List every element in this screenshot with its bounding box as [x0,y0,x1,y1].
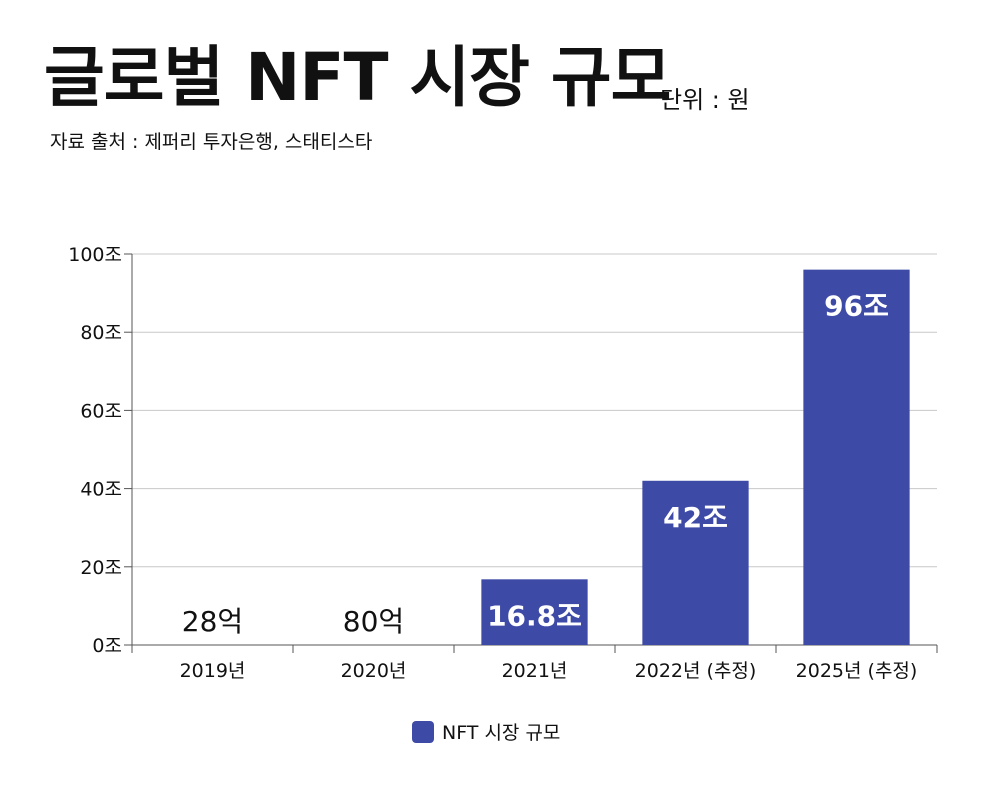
data-label: 28억 [182,605,243,638]
bar [803,269,910,645]
x-tick-label: 2019년 [180,660,246,682]
labels: 0조 20조 40조 60조 80조 100조 2019년 28억 2020년 80억 2021년 1… [68,244,917,682]
x-tick-label: 2022년 (추정) [635,660,757,682]
data-label: 80억 [343,605,404,638]
data-label: 16.8조 [487,599,582,632]
bars [159,269,910,645]
legend: NFT 시장 규모 [412,718,560,745]
legend-label: NFT 시장 규모 [442,722,561,744]
bar [481,579,588,645]
source-label: 자료 출처 : 제퍼리 투자은행, 스태티스타 [50,131,373,153]
y-tick-label: 100조 [68,244,122,266]
y-tick-label: 40조 [80,479,122,501]
legend-swatch [412,720,434,743]
y-tick-label: 80조 [80,322,122,344]
chart-title: 글로벌 NFT 시장 규모 [44,39,671,116]
x-tick-label: 2021년 [502,660,568,682]
bar [642,480,749,645]
x-tick-label: 2025년 (추정) [796,660,918,682]
unit-label: 단위 : 원 [660,86,750,114]
gridlines [132,253,937,568]
y-tick-label: 20조 [80,557,122,579]
data-label: 96조 [824,290,889,323]
y-tick-label: 60조 [80,400,122,422]
data-label: 42조 [663,501,728,534]
y-tick-label: 0조 [92,635,122,657]
x-tick-label: 2020년 [341,660,407,682]
